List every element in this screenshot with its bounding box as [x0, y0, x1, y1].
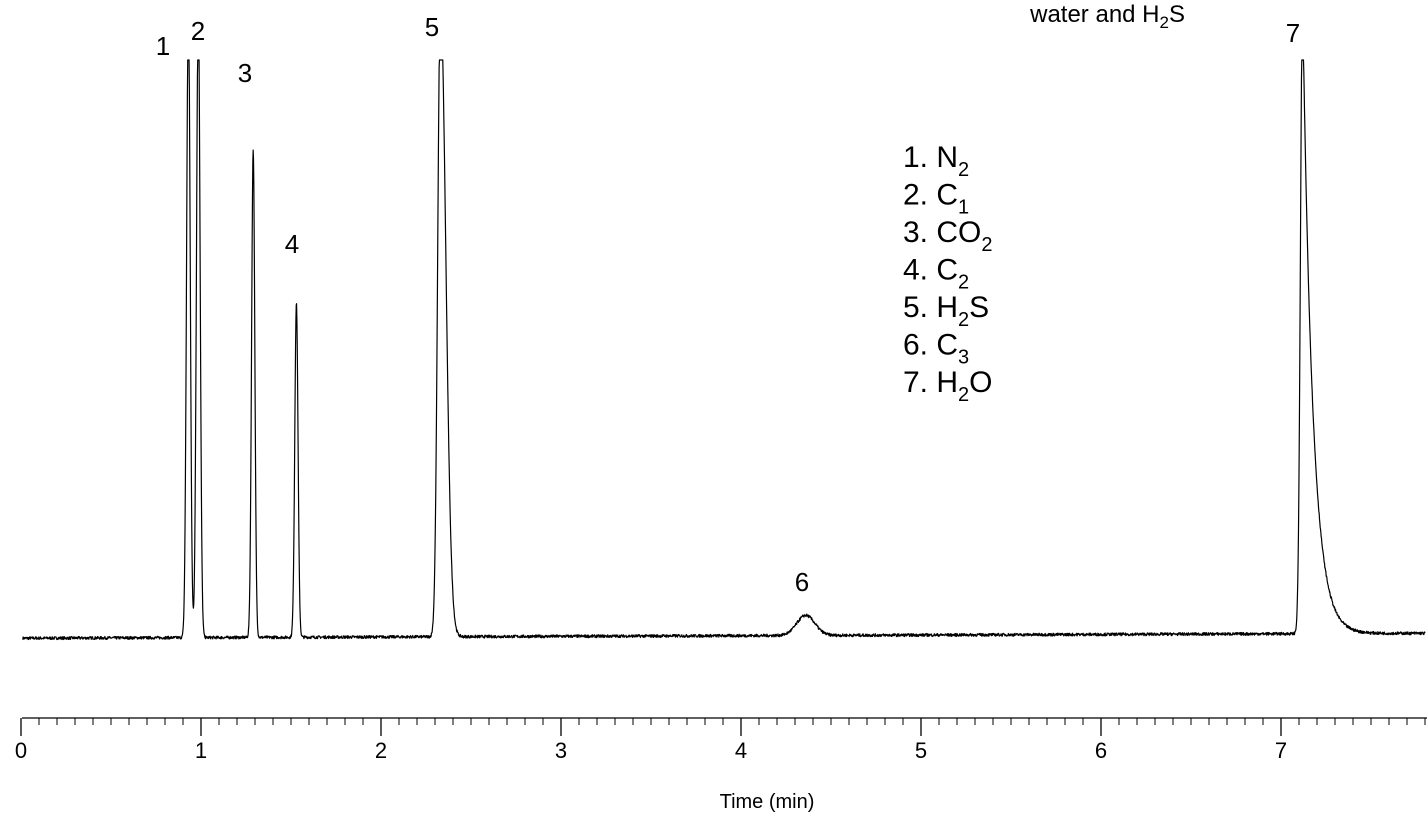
legend-item-5: 5. H2S [903, 291, 989, 331]
x-axis-title: Time (min) [720, 791, 815, 813]
x-tick-label-5: 5 [915, 738, 927, 763]
peak-label-7: 7 [1286, 18, 1300, 48]
legend-item-1: 1. N2 [903, 141, 969, 181]
chromatogram-trace [22, 59, 1426, 641]
peak-labels: 1 2 3 4 5 6 7 [156, 12, 1300, 597]
legend-item-4: 4. C2 [903, 254, 969, 294]
x-tick-label-4: 4 [735, 738, 747, 763]
peak-label-1: 1 [156, 31, 170, 61]
peak-label-6: 6 [795, 567, 809, 597]
x-tick-label-2: 2 [375, 738, 387, 763]
peak-label-4: 4 [285, 229, 299, 259]
x-tick-label-0: 0 [15, 738, 27, 763]
chart-annotation: water and H2S [1029, 1, 1185, 32]
x-tick-label-6: 6 [1095, 738, 1107, 763]
peak-label-3: 3 [238, 58, 252, 88]
legend-item-6: 6. C3 [903, 329, 969, 369]
peak-label-5: 5 [425, 12, 439, 42]
x-tick-label-3: 3 [555, 738, 567, 763]
x-tick-label-7: 7 [1275, 738, 1287, 763]
peak-label-2: 2 [191, 16, 205, 46]
legend-item-7: 7. H2O [903, 366, 993, 406]
x-tick-label-1: 1 [195, 738, 207, 763]
legend-item-3: 3. CO2 [903, 216, 992, 256]
x-axis-ticks: 0 1 2 3 4 5 6 7 [15, 718, 1426, 763]
legend-item-2: 2. C1 [903, 179, 969, 219]
